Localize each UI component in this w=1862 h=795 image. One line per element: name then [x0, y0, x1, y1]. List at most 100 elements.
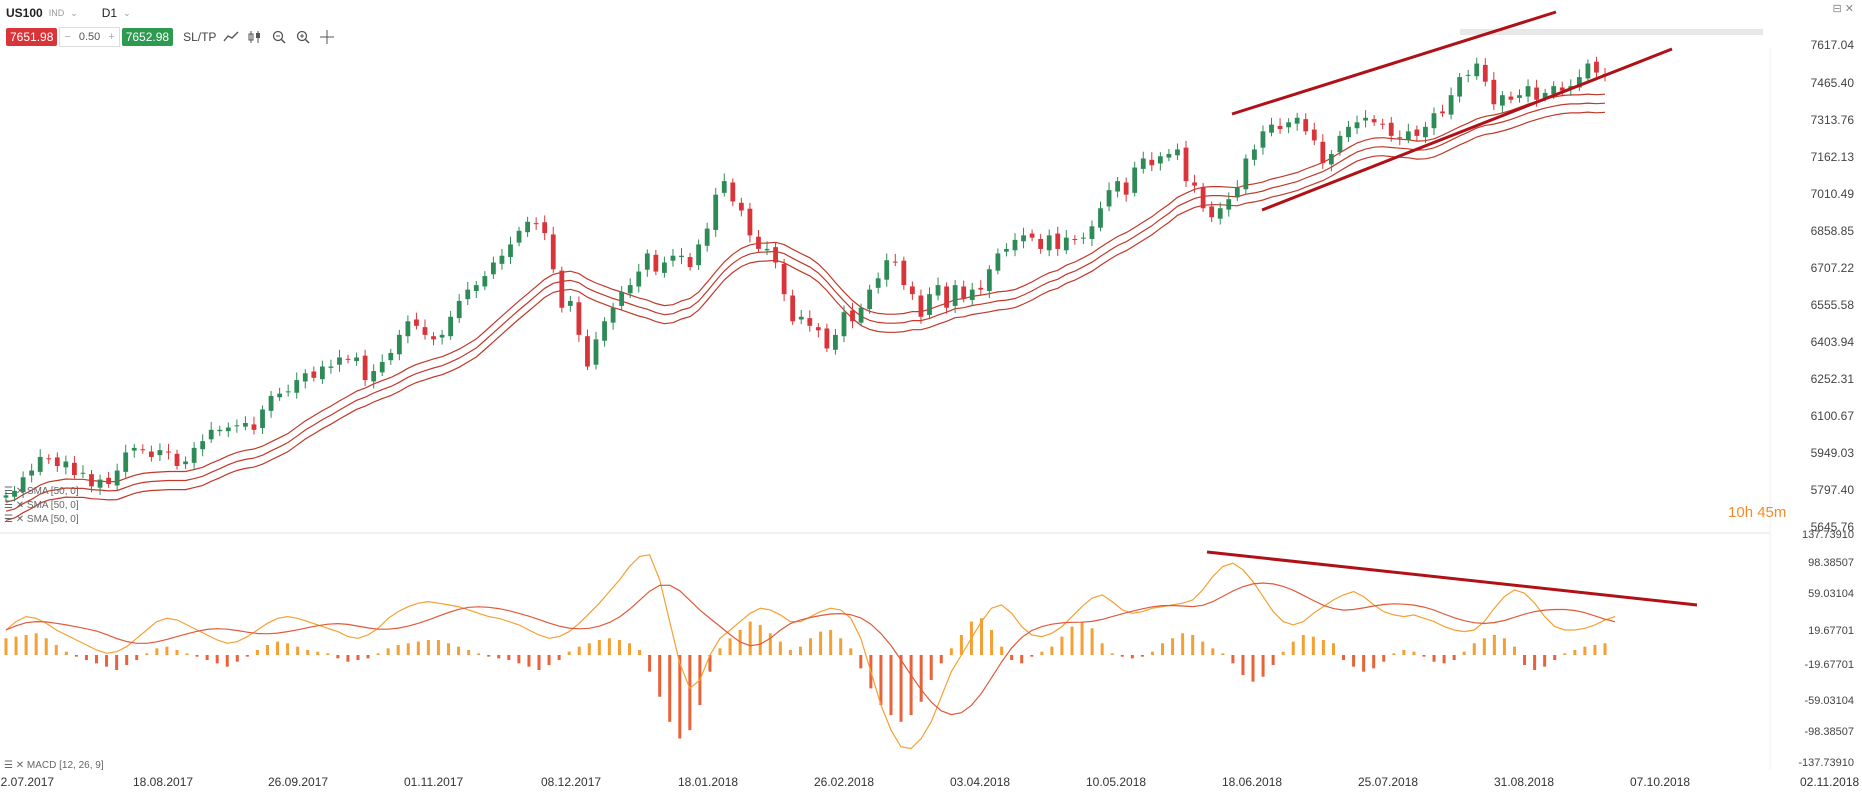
candle — [72, 456, 77, 479]
plus-icon[interactable]: + — [108, 31, 115, 43]
macd-histogram-bar — [1573, 649, 1577, 655]
candle — [1388, 116, 1394, 142]
candle-body — [1029, 233, 1035, 238]
candle-body — [756, 236, 761, 249]
candle — [790, 289, 796, 325]
sltp-button[interactable]: SL/TP — [183, 30, 217, 44]
candle — [1046, 229, 1052, 257]
macd-histogram-bar — [1171, 638, 1175, 655]
buy-button[interactable]: 7652.98 — [121, 28, 174, 46]
macd-histogram-bar — [1593, 644, 1597, 655]
macd-histogram-bar — [728, 638, 732, 655]
candle-body — [1320, 141, 1326, 164]
candle-body — [1363, 117, 1368, 121]
macd-histogram-bar — [1291, 641, 1295, 655]
candle-body — [285, 391, 291, 393]
candle — [3, 491, 9, 502]
candle — [328, 359, 334, 374]
candle-body — [610, 307, 616, 323]
price-tick-label: 5949.03 — [1810, 446, 1854, 460]
candle — [1328, 149, 1334, 172]
sma-legend-2[interactable]: ☰ ✕ SMA [50, 0] — [4, 500, 79, 511]
candle — [687, 253, 693, 271]
candle — [1192, 174, 1197, 193]
candlestick-icon[interactable] — [246, 28, 264, 46]
candle — [1081, 232, 1086, 244]
candle-body — [533, 223, 539, 225]
line-chart-icon[interactable] — [222, 28, 240, 46]
macd-histogram-bar — [1191, 634, 1195, 655]
crosshair-icon[interactable] — [318, 28, 336, 46]
sell-button[interactable]: 7651.98 — [6, 28, 58, 46]
macd-histogram-bar — [1030, 655, 1034, 657]
candle-body — [978, 287, 984, 290]
candle-body — [525, 221, 530, 233]
candle — [1585, 59, 1591, 84]
candle — [1337, 130, 1343, 156]
candle-body — [1559, 87, 1565, 91]
candle-body — [1072, 238, 1078, 240]
candle — [1508, 91, 1514, 104]
candle-body — [1089, 226, 1095, 239]
macd-histogram-bar — [527, 655, 531, 667]
candle-body — [1157, 156, 1163, 164]
candle-body — [302, 373, 308, 382]
candle-body — [961, 286, 967, 299]
sma-legend-3[interactable]: ☰ ✕ SMA [50, 0] — [4, 514, 79, 525]
chevron-down-icon[interactable]: ⌄ — [70, 7, 78, 18]
candle — [29, 463, 35, 483]
candle — [516, 226, 522, 247]
symbol-name[interactable]: US100 — [6, 6, 43, 20]
macd-histogram-bar — [34, 633, 38, 655]
minus-icon[interactable]: − — [64, 31, 71, 43]
candle-body — [1499, 95, 1505, 106]
candle — [559, 266, 565, 313]
macd-histogram-bar — [396, 644, 400, 655]
zoom-out-icon[interactable] — [270, 28, 288, 46]
macd-histogram-bar — [326, 653, 330, 655]
candle — [1448, 87, 1454, 120]
macd-histogram-bar — [1201, 641, 1205, 655]
candle-body — [559, 270, 565, 308]
macd-histogram-bar — [718, 648, 722, 655]
macd-histogram-bar — [1603, 643, 1607, 655]
candle — [1354, 115, 1360, 135]
candle — [1363, 110, 1368, 128]
candle — [653, 249, 659, 276]
macd-histogram-bar — [1372, 655, 1376, 669]
window-controls[interactable]: ⊟ ✕ — [1832, 3, 1855, 15]
candle-body — [1414, 129, 1420, 136]
timeframe-selector[interactable]: D1 — [101, 6, 118, 20]
candle — [89, 470, 94, 493]
macd-histogram-bar — [1261, 655, 1265, 677]
candle — [354, 352, 359, 366]
volume-value[interactable]: 0.50 — [78, 31, 101, 43]
zoom-in-icon[interactable] — [294, 28, 312, 46]
macd-histogram-bar — [356, 655, 360, 661]
candle-body — [636, 271, 642, 287]
price-tick-label: 7162.13 — [1810, 150, 1854, 164]
candle — [585, 329, 590, 371]
macd-histogram-bar — [1241, 655, 1245, 676]
sma-legend-1[interactable]: ☰ ✕ SMA [50, 0] — [4, 486, 79, 497]
macd-histogram-bar — [547, 655, 551, 666]
candle-body — [140, 449, 146, 451]
candle-body — [833, 334, 838, 350]
macd-histogram-bar — [768, 633, 772, 655]
volume-stepper[interactable]: − 0.50 + — [59, 27, 120, 47]
candle-body — [1046, 235, 1052, 251]
chevron-down-icon[interactable]: ⌄ — [123, 7, 131, 18]
candle — [1072, 234, 1078, 245]
candle — [396, 329, 402, 361]
macd-histogram-bar — [255, 649, 259, 655]
macd-legend[interactable]: ☰ ✕ MACD [12, 26, 9] — [4, 760, 104, 771]
macd-histogram-bar — [1281, 651, 1285, 655]
macd-histogram-bar — [1110, 653, 1114, 655]
candle — [1371, 115, 1377, 126]
candle-body — [251, 424, 257, 430]
macd-histogram-bar — [1342, 655, 1346, 661]
candle — [465, 281, 471, 306]
candle — [969, 282, 975, 305]
candle — [388, 348, 394, 365]
